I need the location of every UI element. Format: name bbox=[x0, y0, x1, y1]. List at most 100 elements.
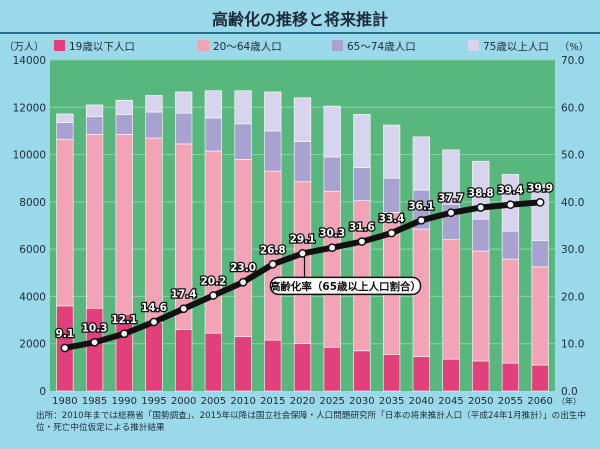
x-tick-label: 2045 bbox=[438, 396, 463, 407]
bar-segment bbox=[175, 143, 193, 330]
title-bar: 高齢化の推移と将来推計 bbox=[0, 0, 600, 34]
bar-segment bbox=[501, 258, 520, 364]
bar-segment bbox=[472, 360, 490, 392]
aging-rate-point bbox=[535, 197, 545, 207]
bar-stack-1990 bbox=[115, 99, 133, 392]
bar-segment bbox=[56, 122, 74, 140]
aging-rate-label: 39.9 bbox=[527, 182, 553, 194]
bar-segment bbox=[175, 112, 193, 145]
aging-rate-point bbox=[416, 215, 426, 225]
aging-rate-label: 33.4 bbox=[379, 213, 405, 225]
aging-rate-point bbox=[60, 343, 70, 353]
y-right-tick-label: 50.0 bbox=[561, 150, 584, 162]
bar-segment bbox=[323, 156, 341, 192]
bar-segment bbox=[234, 159, 252, 337]
legend-label: 75歳以上人口 bbox=[483, 41, 549, 53]
bar-segment bbox=[85, 134, 104, 309]
aging-rate-label: 38.8 bbox=[468, 188, 494, 200]
bar-segment bbox=[145, 322, 163, 392]
x-tick-label: 2030 bbox=[349, 396, 374, 407]
x-tick-label: 2060 bbox=[527, 396, 552, 407]
aging-rate-label: 39.4 bbox=[497, 185, 523, 197]
bar-segment bbox=[264, 339, 282, 392]
aging-rate-point bbox=[506, 200, 515, 210]
bar-segment bbox=[412, 136, 430, 191]
aging-rate-label: 12.1 bbox=[111, 314, 137, 326]
bar-segment bbox=[323, 190, 341, 348]
y-left-tick-label: 14000 bbox=[13, 55, 46, 67]
legend-swatch bbox=[468, 40, 479, 51]
aging-rate-point bbox=[476, 203, 486, 212]
legend-item: 75歳以上人口 bbox=[468, 40, 549, 53]
bar-segment bbox=[234, 90, 252, 125]
bar-segment bbox=[293, 181, 312, 345]
bar-segment bbox=[382, 124, 401, 179]
bar-segment bbox=[353, 114, 371, 168]
legend-item: 19歳以下人口 bbox=[54, 40, 135, 53]
aging-rate-point bbox=[268, 259, 278, 269]
bar-segment bbox=[382, 177, 401, 213]
x-tick-label: 2050 bbox=[468, 396, 493, 407]
bar-segment bbox=[264, 130, 282, 172]
bar-segment bbox=[85, 116, 104, 135]
y-right-tick-label: 40.0 bbox=[561, 197, 584, 209]
y-right-tick-label: 20.0 bbox=[561, 291, 584, 303]
bar-segment bbox=[323, 105, 341, 158]
x-tick-label: 1990 bbox=[112, 396, 137, 407]
bar-stack-2015 bbox=[264, 91, 282, 392]
aging-chart: 0 2000 4000 6000 8000 10000 12000 14000 （万人） 0.0 1… bbox=[4, 40, 589, 407]
bar-segment bbox=[472, 218, 490, 252]
x-tick-label: 2000 bbox=[171, 396, 196, 407]
bar-segment bbox=[412, 356, 430, 392]
callout-label: 高齢化率（65歳以上人口割合） bbox=[270, 280, 421, 293]
aging-rate-label: 26.8 bbox=[260, 244, 286, 256]
bar-segment bbox=[293, 97, 312, 142]
aging-rate-point bbox=[446, 208, 456, 218]
bar-stack-2000 bbox=[175, 91, 193, 392]
aging-rate-label: 10.3 bbox=[82, 322, 108, 334]
y-right-tick-label: 30.0 bbox=[561, 244, 584, 256]
bar-segment bbox=[531, 240, 549, 268]
bar-stack-2020 bbox=[293, 97, 312, 392]
bar-segment bbox=[353, 167, 371, 201]
bar-segment bbox=[175, 91, 193, 114]
x-tick-label: 2010 bbox=[230, 396, 255, 407]
y-right-tick-label: 60.0 bbox=[561, 102, 584, 114]
legend-swatch bbox=[198, 40, 209, 51]
aging-rate-point bbox=[298, 249, 307, 258]
aging-rate-label: 14.6 bbox=[141, 302, 167, 314]
aging-rate-point bbox=[119, 329, 129, 339]
bar-segment bbox=[234, 336, 252, 392]
x-tick-label: 2025 bbox=[319, 396, 344, 407]
bar-stack-1995 bbox=[145, 95, 163, 392]
bar-segment bbox=[145, 137, 163, 323]
aging-rate-point bbox=[387, 228, 396, 238]
bar-segment bbox=[501, 230, 520, 260]
page-title: 高齢化の推移と将来推計 bbox=[211, 10, 388, 29]
aging-rate-point bbox=[149, 317, 159, 327]
y-left-tick-label: 6000 bbox=[19, 244, 46, 256]
aging-rate-label: 30.3 bbox=[319, 228, 345, 240]
x-tick-label: 1980 bbox=[52, 396, 77, 407]
x-tick-label: 2005 bbox=[201, 396, 226, 407]
y-right-tick-label: 0.0 bbox=[561, 386, 578, 398]
aging-rate-label: 29.1 bbox=[290, 233, 316, 245]
bar-segment bbox=[115, 99, 133, 115]
x-tick-label: 2035 bbox=[379, 396, 404, 407]
bar-stack-2040 bbox=[412, 136, 430, 392]
bar-segment bbox=[382, 354, 401, 392]
aging-rate-label: 20.2 bbox=[200, 275, 226, 287]
bar-segment bbox=[85, 104, 104, 118]
aging-rate-label: 17.4 bbox=[171, 289, 197, 301]
bar-segment bbox=[175, 329, 193, 392]
bar-segment bbox=[472, 250, 490, 362]
legend-swatch bbox=[332, 40, 343, 51]
bar-segment bbox=[85, 307, 104, 392]
aging-rate-label: 36.1 bbox=[408, 200, 434, 212]
legend: 19歳以下人口 20～64歳人口 65～74歳人口 75歳以上人口 bbox=[54, 40, 549, 53]
bar-segment bbox=[115, 134, 133, 315]
x-tick-label: 2055 bbox=[498, 396, 523, 407]
bar-segment bbox=[442, 149, 460, 205]
legend-label: 65～74歳人口 bbox=[347, 41, 416, 53]
